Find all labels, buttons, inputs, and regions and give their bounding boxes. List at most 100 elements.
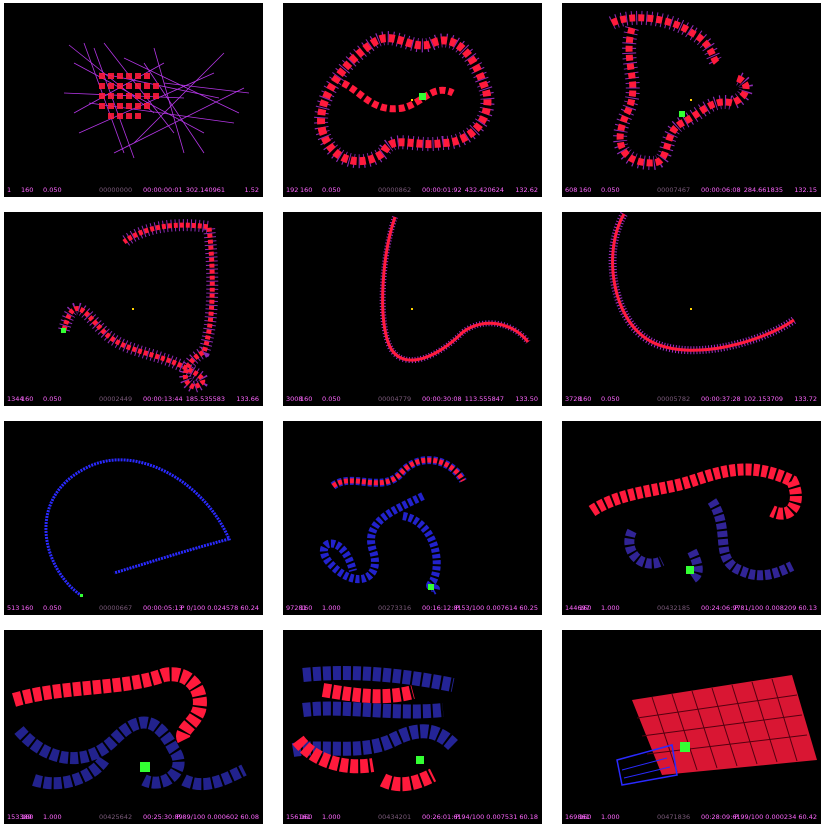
status-time: 00:00:00:01: [143, 186, 183, 194]
status-counter: 00000000: [99, 186, 133, 194]
panel-2[interactable]: 192 160 0.050 00000862 00:00:01:92 432.4…: [283, 3, 542, 197]
status-frame: 1344: [7, 395, 24, 403]
status-fps: 132.15: [794, 186, 817, 194]
status-bar: 169861 160 1.000 00471836 00:28:09:61 P …: [565, 812, 817, 822]
status-step: 0.050: [43, 395, 62, 403]
status-time: 00:16:12:81: [422, 604, 462, 612]
status-step: 1.000: [322, 813, 341, 821]
status-fps: 132.62: [515, 186, 538, 194]
status-counter: 00434201: [378, 813, 412, 821]
status-step: 1.000: [601, 604, 620, 612]
status-progress: P 53/100 0.007614 60.25: [455, 604, 538, 612]
status-bar: 3728 160 0.050 00005782 00:00:37:28 102.…: [565, 394, 817, 404]
cube-chain-render: [314, 31, 495, 169]
cube-chain-render: [616, 675, 817, 786]
status-frame: 169861: [565, 813, 590, 821]
status-progress: P 89/100 0.000602 60.08: [176, 813, 259, 821]
status-fps: 133.50: [515, 395, 538, 403]
status-frame: 3008: [286, 395, 303, 403]
status-count: 160: [579, 813, 592, 821]
panel-5[interactable]: 3008 160 0.050 00004779 00:00:30:08 113.…: [283, 212, 542, 406]
cube-chain-render: [319, 456, 467, 595]
status-value: 113.555847: [464, 395, 504, 403]
status-counter: 00002449: [99, 395, 133, 403]
panel-3[interactable]: 608 160 0.050 00007467 00:00:06:08 284.6…: [562, 3, 821, 197]
status-value: 284.661835: [743, 186, 783, 194]
status-time: 00:00:13:44: [143, 395, 183, 403]
status-fps: 1.52: [244, 186, 259, 194]
cube-chain-render: [44, 458, 232, 598]
status-fps: 133.72: [794, 395, 817, 403]
status-count: 160: [21, 186, 34, 194]
panel-9[interactable]: 144697 160 1.000 00432185 00:24:06:97 P …: [562, 421, 821, 615]
status-step: 0.050: [601, 395, 620, 403]
panel-6[interactable]: 3728 160 0.050 00005782 00:00:37:28 102.…: [562, 212, 821, 406]
status-bar: 608 160 0.050 00007467 00:00:06:08 284.6…: [565, 185, 817, 195]
status-time: 00:26:01:61: [422, 813, 462, 821]
cube-chain-render: [588, 463, 802, 584]
status-step: 1.000: [322, 604, 341, 612]
status-progress: P 81/100 0.008209 60.13: [734, 604, 817, 612]
status-count: 160: [300, 604, 313, 612]
cube-chain-render: [291, 666, 458, 792]
status-counter: 00471836: [657, 813, 691, 821]
status-time: 00:00:06:08: [701, 186, 741, 194]
status-frame: 156161: [286, 813, 311, 821]
status-counter: 00432185: [657, 604, 691, 612]
status-counter: 00425642: [99, 813, 133, 821]
status-bar: 144697 160 1.000 00432185 00:24:06:97 P …: [565, 603, 817, 613]
marker-cube: [419, 93, 426, 100]
status-time: 00:00:37:28: [701, 395, 741, 403]
status-step: 1.000: [601, 813, 620, 821]
status-counter: 00273316: [378, 604, 412, 612]
status-count: 160: [300, 395, 313, 403]
cube-chain-render: [63, 42, 250, 159]
panel-11[interactable]: 156161 160 1.000 00434201 00:26:01:61 P …: [283, 630, 542, 824]
status-bar: 513 160 0.050 00000667 00:00:05:13 P 0/1…: [7, 603, 259, 613]
cube-chain-render: [608, 10, 753, 171]
status-bar: 156161 160 1.000 00434201 00:26:01:61 P …: [286, 812, 538, 822]
status-progress: P 94/100 0.007531 60.18: [455, 813, 538, 821]
status-counter: 00007467: [657, 186, 691, 194]
panel-8[interactable]: 97281 160 1.000 00273316 00:16:12:81 P 5…: [283, 421, 542, 615]
status-progress: P 0/100 0.024578 60.24: [180, 604, 259, 612]
status-value: 432.420624: [464, 186, 504, 194]
status-value: 302.140961: [185, 186, 225, 194]
status-frame: 97281: [286, 604, 307, 612]
status-frame: 192: [286, 186, 299, 194]
panel-10[interactable]: 153389 160 1.000 00425642 00:25:30:89 P …: [4, 630, 263, 824]
status-value: 185.535583: [185, 395, 225, 403]
status-step: 0.050: [601, 186, 620, 194]
status-bar: 3008 160 0.050 00004779 00:00:30:08 113.…: [286, 394, 538, 404]
status-step: 0.050: [322, 395, 341, 403]
status-time: 00:00:01:92: [422, 186, 462, 194]
status-frame: 3728: [565, 395, 582, 403]
cube-chain-render: [379, 216, 531, 363]
status-time: 00:28:09:61: [701, 813, 741, 821]
status-count: 160: [21, 604, 34, 612]
status-bar: 1344 160 0.050 00002449 00:00:13:44 185.…: [7, 394, 259, 404]
status-count: 160: [300, 813, 313, 821]
status-step: 1.000: [43, 813, 62, 821]
status-time: 00:24:06:97: [701, 604, 741, 612]
cube-chain-render: [58, 219, 219, 394]
status-count: 160: [579, 186, 592, 194]
panel-12[interactable]: 169861 160 1.000 00471836 00:28:09:61 P …: [562, 630, 821, 824]
panel-1[interactable]: 1 160 0.050 00000000 00:00:00:01 302.140…: [4, 3, 263, 197]
cube-chain-render: [11, 667, 247, 791]
status-bar: 153389 160 1.000 00425642 00:25:30:89 P …: [7, 812, 259, 822]
panel-7[interactable]: 513 160 0.050 00000667 00:00:05:13 P 0/1…: [4, 421, 263, 615]
status-frame: 513: [7, 604, 20, 612]
status-count: 160: [21, 813, 34, 821]
status-count: 160: [579, 604, 592, 612]
panel-4[interactable]: 1344 160 0.050 00002449 00:00:13:44 185.…: [4, 212, 263, 406]
status-frame: 144697: [565, 604, 590, 612]
status-value: 102.153709: [743, 395, 783, 403]
status-time: 00:00:05:13: [143, 604, 183, 612]
status-frame: 1: [7, 186, 12, 194]
cube-chain-render: [608, 212, 797, 355]
status-counter: 00000667: [99, 604, 133, 612]
status-step: 0.050: [43, 186, 62, 194]
status-bar: 192 160 0.050 00000862 00:00:01:92 432.4…: [286, 185, 538, 195]
status-counter: 00005782: [657, 395, 691, 403]
